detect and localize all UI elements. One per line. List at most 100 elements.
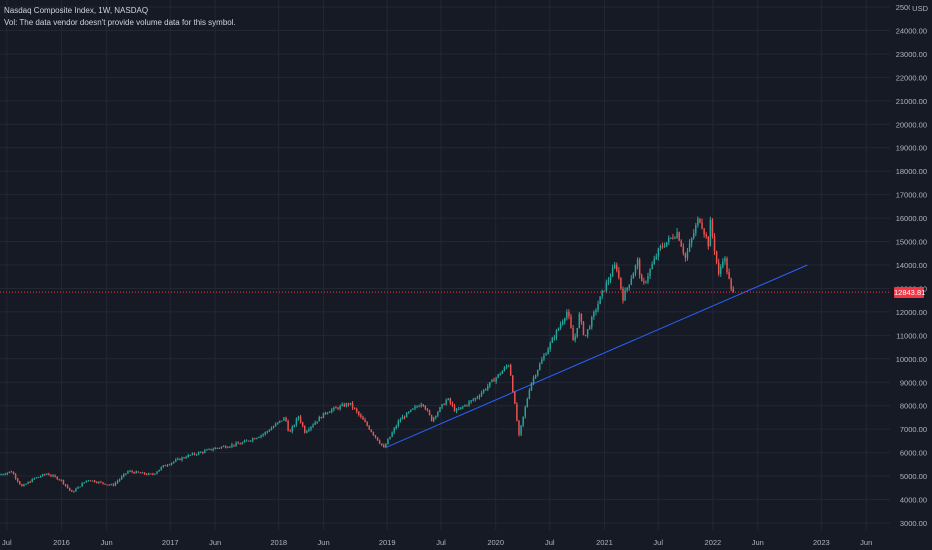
- axes: 3000.00 4000.00 5000.00 6000.00 7000.00 8000.…: [2, 3, 927, 547]
- candle-body: [516, 403, 518, 421]
- candle-body: [87, 480, 90, 482]
- candle-body: [715, 251, 718, 263]
- candle-body: [717, 262, 720, 274]
- candle-body: [541, 359, 543, 364]
- candle-body: [25, 483, 27, 485]
- candle-body: [493, 379, 495, 382]
- candle-body: [50, 475, 52, 477]
- candle-body: [102, 482, 104, 484]
- y-tick-label: 9000.00: [900, 378, 927, 387]
- candle-body: [640, 275, 643, 282]
- candle-body: [593, 312, 595, 318]
- candle-body: [505, 366, 508, 368]
- candle-body: [297, 416, 300, 419]
- candle-body: [331, 409, 333, 412]
- candle-body: [304, 426, 306, 433]
- candle-body: [462, 406, 464, 408]
- candle-body: [41, 474, 44, 477]
- candle-body: [360, 414, 362, 417]
- current-price-badge: 12843.81: [894, 286, 926, 298]
- candle-body: [574, 336, 576, 341]
- candle-body: [495, 377, 497, 382]
- x-tick-label: Jul: [2, 538, 12, 547]
- candle-body: [605, 282, 608, 291]
- candle-body: [713, 236, 716, 252]
- candle-body: [528, 390, 531, 399]
- candle-body: [383, 445, 385, 447]
- candle-body: [143, 472, 146, 475]
- candle-body: [466, 405, 468, 407]
- candle-body: [81, 483, 83, 487]
- candle-body: [241, 442, 244, 445]
- y-tick-label: 17000.00: [896, 191, 927, 200]
- candle-body: [524, 407, 526, 417]
- candle-body: [91, 480, 94, 482]
- candle-body: [489, 382, 491, 387]
- candle-body: [179, 458, 181, 461]
- candle-body: [672, 237, 674, 239]
- candle-body: [48, 473, 50, 476]
- candle-body: [145, 474, 148, 476]
- candle-body: [487, 386, 489, 390]
- candle-body: [376, 437, 379, 441]
- candle-body: [449, 398, 452, 404]
- candle-body: [222, 446, 225, 448]
- candle-body: [195, 454, 198, 456]
- candle-body: [135, 471, 137, 474]
- y-tick-label: 14000.00: [896, 261, 927, 270]
- candle-body: [249, 440, 252, 442]
- candle-body: [439, 407, 441, 412]
- candle-body: [722, 261, 724, 267]
- candle-body: [572, 327, 574, 341]
- candle-body: [570, 316, 572, 328]
- candle-body: [609, 276, 612, 281]
- candle-body: [534, 375, 537, 378]
- currency-label[interactable]: USD: [910, 4, 930, 13]
- candle-body: [0, 474, 2, 476]
- candle-body: [137, 471, 140, 473]
- candle-body: [520, 425, 522, 435]
- candle-body: [237, 442, 239, 444]
- candle-body: [566, 311, 568, 319]
- candle-body: [216, 447, 219, 449]
- candle-body: [430, 414, 433, 422]
- candle-body: [580, 313, 583, 322]
- candle-body: [676, 232, 678, 238]
- candle-body: [703, 228, 705, 235]
- candle-body: [262, 434, 264, 436]
- candle-body: [66, 485, 69, 488]
- candle-body: [120, 476, 123, 480]
- candle-body: [254, 438, 256, 440]
- trendline-layer: [384, 264, 808, 449]
- y-tick-label: 8000.00: [900, 402, 927, 411]
- y-tick-label: 16000.00: [896, 214, 927, 223]
- candle-body: [204, 450, 206, 453]
- candle-body: [172, 461, 175, 463]
- candle-body: [110, 484, 113, 486]
- candle-body: [697, 218, 699, 226]
- candle-body: [603, 290, 606, 292]
- symbol-title[interactable]: Nasdaq Composite Index, 1W, NASDAQ: [4, 6, 149, 15]
- candle-body: [16, 478, 19, 482]
- candle-body: [202, 451, 204, 453]
- candle-body: [293, 425, 296, 427]
- candle-body: [374, 435, 377, 438]
- candle-body: [408, 411, 410, 413]
- candle-body: [229, 446, 231, 448]
- y-tick-label: 5000.00: [900, 472, 927, 481]
- candle-body: [428, 410, 431, 415]
- x-tick-label: Jun: [752, 538, 764, 547]
- trendline: [384, 264, 808, 449]
- candle-body: [705, 234, 707, 237]
- candle-body: [129, 471, 131, 473]
- candle-body: [291, 426, 293, 432]
- candle-body: [62, 480, 65, 485]
- candle-body: [150, 473, 152, 475]
- candle-body: [177, 458, 179, 460]
- candle-body: [274, 423, 277, 427]
- y-tick-label: 23000.00: [896, 50, 927, 59]
- candle-body: [472, 399, 474, 401]
- candle-body: [79, 486, 81, 488]
